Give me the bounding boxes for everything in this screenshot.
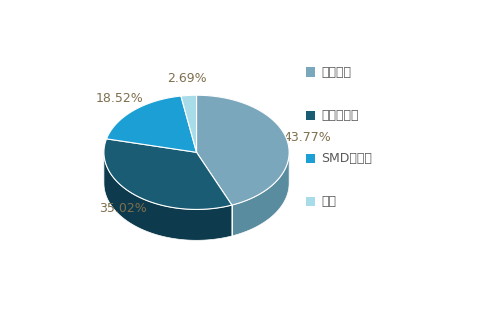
Polygon shape [197, 95, 289, 205]
Bar [306, 68, 315, 77]
Bar [306, 197, 315, 206]
Polygon shape [107, 96, 181, 170]
Polygon shape [181, 95, 197, 127]
Polygon shape [104, 152, 232, 240]
Text: 2.69%: 2.69% [167, 72, 207, 85]
Text: 片式电感: 片式电感 [321, 66, 351, 79]
Bar [306, 111, 315, 120]
Polygon shape [104, 139, 232, 210]
Text: SMD电感器: SMD电感器 [321, 152, 372, 165]
Text: 其他: 其他 [321, 195, 336, 208]
Polygon shape [197, 95, 289, 183]
Text: 43.77%: 43.77% [283, 131, 331, 144]
Polygon shape [104, 139, 107, 183]
Text: 35.02%: 35.02% [99, 202, 147, 215]
Text: 18.52%: 18.52% [96, 92, 143, 105]
Polygon shape [232, 152, 289, 236]
Polygon shape [181, 95, 197, 152]
Polygon shape [107, 96, 197, 152]
Bar [306, 154, 315, 163]
Text: 固定电感器: 固定电感器 [321, 109, 359, 122]
